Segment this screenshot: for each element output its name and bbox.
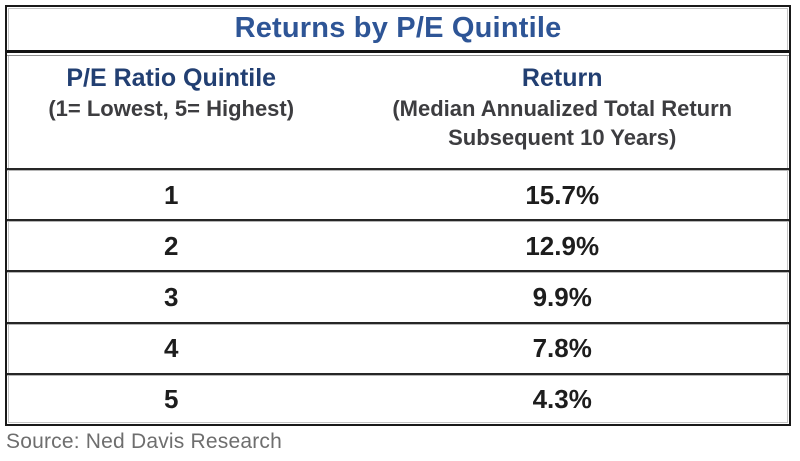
quintile-value: 5	[163, 384, 179, 415]
table-row: 4 7.8%	[7, 325, 789, 373]
row-divider	[7, 168, 789, 171]
return-column-subheader: (Median Annualized Total Return Subseque…	[392, 96, 733, 150]
header-cell-quintile: P/E Ratio Quintile (1= Lowest, 5= Highes…	[7, 63, 335, 123]
quintile-value: 3	[163, 282, 179, 312]
source-attribution: Source: Ned Davis Research	[6, 430, 282, 453]
return-value: 9.9%	[532, 282, 592, 312]
quintile-column-subheader: (1= Lowest, 5= Highest)	[48, 96, 295, 121]
table-row: 1 15.7%	[7, 171, 789, 219]
quintile-value: 1	[163, 179, 179, 210]
table-header-row: P/E Ratio Quintile (1= Lowest, 5= Highes…	[7, 56, 789, 168]
row-divider	[7, 270, 789, 274]
row-divider	[7, 321, 789, 325]
table-title: Returns by P/E Quintile	[234, 12, 562, 44]
return-value: 7.8%	[532, 333, 592, 364]
quintile-value: 4	[163, 333, 179, 364]
return-value: 12.9%	[525, 230, 600, 261]
table-row: 2 12.9%	[7, 222, 789, 270]
header-cell-return: Return (Median Annualized Total Return S…	[335, 63, 789, 152]
quintile-value: 2	[163, 230, 179, 261]
return-value: 15.7%	[525, 179, 600, 210]
title-divider	[7, 50, 789, 56]
table-row: 3 9.9%	[7, 273, 789, 321]
table-row: 5 4.3%	[7, 376, 789, 424]
returns-table: Returns by P/E Quintile P/E Ratio Quinti…	[5, 5, 791, 426]
row-divider	[7, 372, 789, 376]
quintile-column-header: P/E Ratio Quintile	[66, 64, 277, 92]
return-value: 4.3%	[532, 384, 592, 415]
return-column-header: Return	[521, 64, 603, 92]
row-divider	[7, 219, 789, 223]
